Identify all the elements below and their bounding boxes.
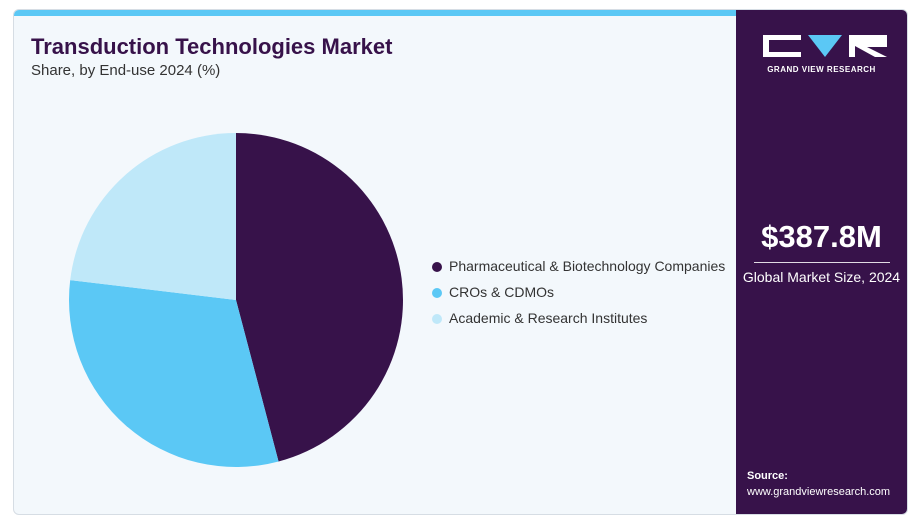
source-url: www.grandviewresearch.com bbox=[747, 486, 891, 498]
legend-label: CROs & CDMOs bbox=[449, 284, 554, 300]
chart-legend: Pharmaceutical & Biotechnology Companies… bbox=[432, 258, 732, 336]
market-size-label: Global Market Size, 2024 bbox=[742, 269, 901, 285]
chart-card: Transduction Technologies Market Share, … bbox=[13, 9, 908, 515]
divider bbox=[754, 262, 890, 263]
market-size-value: $387.8M bbox=[761, 219, 882, 254]
legend-item: CROs & CDMOs bbox=[432, 284, 732, 301]
pie-slice-1 bbox=[236, 133, 404, 462]
legend-swatch bbox=[432, 314, 442, 324]
legend-label: Academic & Research Institutes bbox=[449, 310, 648, 326]
legend-swatch bbox=[432, 262, 442, 272]
pie-slice-2 bbox=[68, 280, 279, 468]
accent-strip bbox=[14, 10, 736, 16]
pie-chart bbox=[68, 133, 404, 468]
chart-title: Transduction Technologies Market bbox=[31, 34, 393, 59]
pie-slice-3 bbox=[70, 133, 237, 300]
legend-item: Academic & Research Institutes bbox=[432, 310, 732, 327]
legend-label: Pharmaceutical & Biotechnology Companies bbox=[449, 258, 726, 274]
legend-item: Pharmaceutical & Biotechnology Companies bbox=[432, 258, 732, 275]
source-label: Source: bbox=[747, 470, 788, 482]
chart-subtitle: Share, by End-use 2024 (%) bbox=[31, 62, 221, 79]
legend-swatch bbox=[432, 288, 442, 298]
info-sidebar: GRAND VIEW RESEARCH $387.8M Global Marke… bbox=[736, 10, 907, 514]
gvr-logo-icon bbox=[763, 35, 887, 57]
brand-name: GRAND VIEW RESEARCH bbox=[767, 65, 876, 74]
